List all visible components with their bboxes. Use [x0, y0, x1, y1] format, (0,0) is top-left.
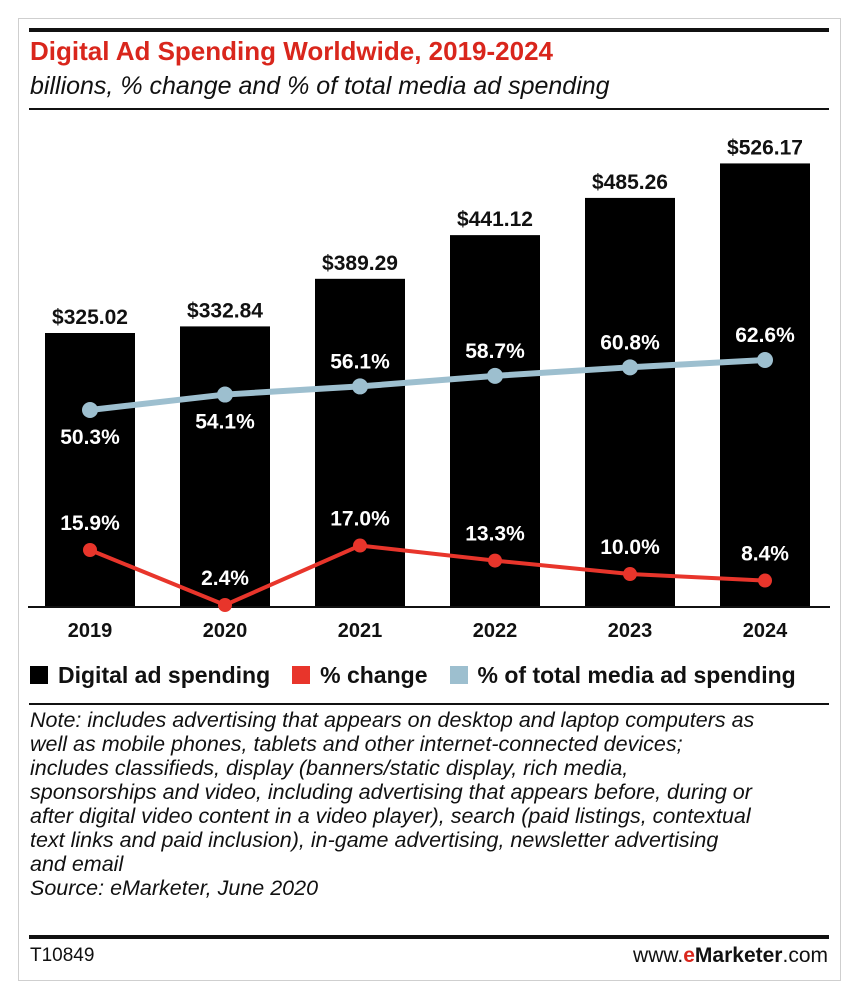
x-tick-label: 2023: [608, 620, 653, 642]
point-percent-total-media: [757, 352, 773, 368]
bar-value-label: $526.17: [727, 136, 803, 159]
legend-item-percent-total-media: % of total media ad spending: [449, 661, 796, 689]
chart-subtitle: billions, % change and % of total media …: [30, 72, 610, 100]
site-suffix: .com: [782, 944, 828, 967]
point-percent-total-media: [82, 402, 98, 418]
legend-item-percent-change: % change: [292, 661, 428, 689]
note-line: text links and paid inclusion), in-game …: [30, 828, 719, 852]
note-line: and email: [30, 852, 124, 876]
label-percent-change: 13.3%: [465, 523, 525, 546]
label-percent-change: 8.4%: [741, 543, 789, 566]
legend-label-percent-total-media: % of total media ad spending: [477, 661, 796, 688]
chart-title: Digital Ad Spending Worldwide, 2019-2024: [30, 36, 553, 66]
note-line: Note: includes advertising that appears …: [30, 708, 755, 732]
label-percent-total-media: 56.1%: [330, 350, 390, 373]
point-percent-change: [623, 567, 637, 582]
chart-frame: [18, 18, 841, 981]
bar-value-label: $325.02: [52, 306, 128, 329]
legend-rule: [29, 703, 829, 705]
legend-swatch-digital-ad-spending: [30, 666, 48, 684]
point-percent-change: [758, 573, 772, 588]
legend-label-digital-ad-spending: Digital ad spending: [58, 661, 271, 688]
x-tick-label: 2021: [338, 620, 383, 642]
bottom-rule: [29, 935, 829, 939]
point-percent-total-media: [622, 359, 638, 376]
legend-item-digital-ad-spending: Digital ad spending: [30, 662, 270, 689]
label-percent-change: 2.4%: [201, 567, 249, 590]
label-percent-change: 17.0%: [330, 508, 390, 531]
bar-value-label: $389.29: [322, 252, 398, 275]
label-percent-total-media: 62.6%: [735, 324, 795, 347]
source-line: Source: eMarketer, June 2020: [30, 876, 319, 900]
bar-digital-ad-spending: [180, 326, 270, 607]
legend-swatch-percent-total-media: [449, 666, 468, 684]
line-percent-total-media: [89, 357, 766, 413]
x-tick-label: 2020: [203, 620, 248, 642]
note-line: well as mobile phones, tablets and other…: [30, 732, 683, 756]
subtitle-rule: [29, 108, 829, 110]
note-line: sponsorships and video, including advert…: [30, 780, 752, 804]
label-percent-change: 15.9%: [60, 512, 120, 535]
x-tick-label: 2022: [473, 620, 518, 642]
label-percent-change: 10.0%: [600, 536, 660, 559]
label-percent-total-media: 50.3%: [60, 426, 120, 449]
point-percent-total-media: [487, 367, 503, 384]
chart-note: Note: includes advertising that appears …: [30, 708, 830, 900]
bar-value-label: $485.26: [592, 171, 668, 194]
point-percent-total-media: [217, 386, 233, 403]
site-brand-rest: Marketer: [694, 944, 783, 967]
site-brand-e: e: [683, 944, 695, 967]
bar-digital-ad-spending: [585, 197, 675, 607]
bar-digital-ad-spending: [450, 235, 540, 607]
point-percent-change: [488, 553, 502, 568]
site-url: www.eMarketer.com: [633, 944, 828, 968]
line-percent-change: [89, 543, 766, 608]
point-percent-change: [83, 543, 97, 557]
label-percent-total-media: 58.7%: [465, 340, 525, 363]
site-prefix: www.: [633, 944, 684, 967]
bar-digital-ad-spending: [45, 333, 135, 607]
bar-value-label: $332.84: [187, 299, 263, 322]
legend-label-percent-change: % change: [320, 661, 428, 688]
bar-value-label: $441.12: [457, 208, 533, 231]
chart-code: T10849: [30, 945, 95, 966]
point-percent-change: [218, 598, 232, 612]
point-percent-total-media: [352, 378, 368, 395]
bar-digital-ad-spending: [720, 163, 810, 607]
label-percent-total-media: 54.1%: [195, 411, 255, 434]
x-tick-label: 2024: [743, 620, 788, 642]
label-percent-total-media: 60.8%: [600, 331, 660, 354]
legend: Digital ad spending % change % of total …: [30, 660, 818, 690]
note-line: after digital video content in a video p…: [30, 804, 751, 828]
point-percent-change: [353, 538, 367, 553]
legend-swatch-percent-change: [292, 666, 311, 684]
x-tick-label: 2019: [68, 620, 113, 642]
top-rule: [29, 28, 829, 32]
note-line: includes classifieds, display (banners/s…: [30, 756, 629, 780]
